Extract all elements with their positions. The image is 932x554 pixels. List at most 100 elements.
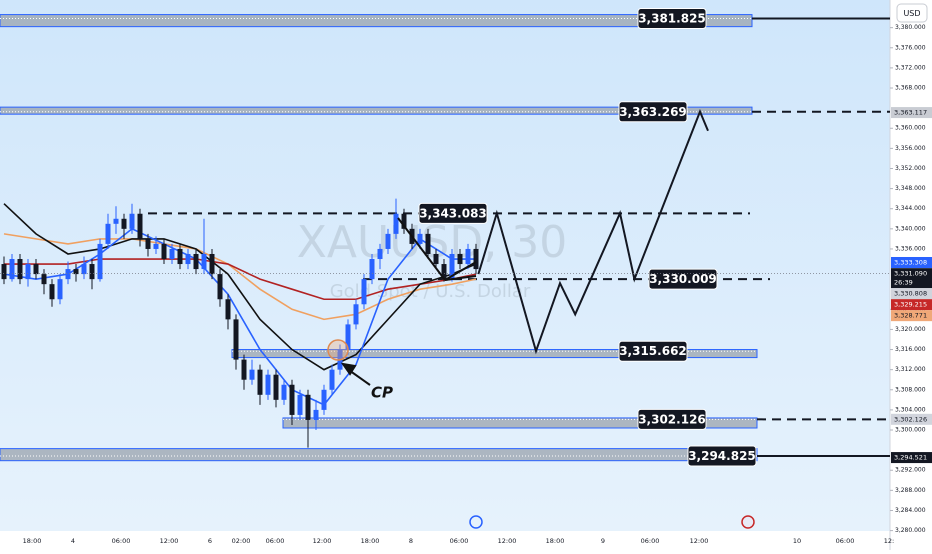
time-axis-icons <box>469 515 755 529</box>
candle-body <box>449 253 455 280</box>
zone <box>282 417 758 429</box>
candle-body <box>281 384 287 400</box>
price-label-box <box>891 288 932 300</box>
price-label-box <box>891 452 932 464</box>
zone <box>0 448 758 462</box>
chart-layer: 3,381.825 3,363.269 3,343.083 3,330.009 3,31… <box>0 7 890 467</box>
candle-body <box>145 238 151 249</box>
candle-body <box>65 269 71 280</box>
x-tick-label: 18:00 <box>546 537 565 545</box>
y-tick-label: 3,320.000 <box>895 326 926 333</box>
wedge-line <box>397 217 446 281</box>
level-label: 3,294.825 <box>688 449 756 463</box>
x-tick-label: 12:00 <box>690 537 709 545</box>
candle-body <box>289 384 295 415</box>
candle-body <box>97 243 103 280</box>
cp-arrowhead <box>340 362 357 376</box>
candle-body <box>417 233 423 244</box>
candle-body <box>17 259 23 280</box>
y-tick-label: 3,376.000 <box>895 44 926 51</box>
candle-body <box>169 248 175 260</box>
x-tick-label: 06:00 <box>266 537 285 545</box>
level-label: 3,381.825 <box>638 11 706 25</box>
candle-body <box>473 248 479 270</box>
level-label: 3,315.662 <box>619 344 687 358</box>
level-label-box <box>418 202 488 224</box>
x-tick-label: 12: <box>884 537 894 545</box>
candle-body <box>161 243 167 260</box>
zone <box>0 106 753 115</box>
candle-body <box>457 253 463 265</box>
candle-body <box>81 264 87 275</box>
y-tick-label: 3,288.000 <box>895 487 926 494</box>
x-tick-label: 10 <box>793 537 801 545</box>
candle-body <box>33 264 39 275</box>
candle-body <box>345 324 351 350</box>
x-tick-label: 8 <box>409 537 413 545</box>
candle-body <box>433 253 439 265</box>
candle-body <box>89 264 95 280</box>
candle-body <box>217 274 223 300</box>
price-label-box <box>891 107 932 119</box>
watermark-description: Gold Spot / U.S. Dollar <box>330 281 531 302</box>
x-tick-label: 18:00 <box>23 537 42 545</box>
x-tick-label: 06:00 <box>836 537 855 545</box>
price-label: 3,294.521 <box>894 454 927 462</box>
candle-body <box>361 279 367 305</box>
x-tick-label: 12:00 <box>313 537 332 545</box>
price-label-box <box>891 310 932 322</box>
y-tick-label: 3,340.000 <box>895 225 926 232</box>
candle-body <box>273 374 279 400</box>
x-tick-label: 6 <box>208 537 212 545</box>
level-label-box <box>687 445 757 467</box>
candle-body <box>41 274 47 285</box>
price-label: 3,329.215 <box>894 301 927 309</box>
candle-body <box>193 253 199 270</box>
price-label-box <box>891 299 932 311</box>
candle-body <box>369 259 375 280</box>
candle-body <box>49 284 55 300</box>
currency-button[interactable] <box>896 3 928 23</box>
level-label: 3,343.083 <box>419 206 487 220</box>
candle-body <box>185 253 191 265</box>
candle-body <box>297 394 303 415</box>
price-label: 3,328.771 <box>894 312 927 320</box>
candle-body <box>425 233 431 254</box>
time-axis-background <box>0 531 890 550</box>
drawings <box>327 217 477 386</box>
level-label: 3,363.269 <box>619 105 687 119</box>
candle-body <box>321 389 327 410</box>
price-label: 3,302.126 <box>894 415 927 423</box>
candle-body <box>313 409 319 420</box>
candle-body <box>265 374 271 395</box>
x-tick-label: 06:00 <box>112 537 131 545</box>
candle-body <box>385 233 391 249</box>
x-tick-label: 12:00 <box>498 537 517 545</box>
x-tick-label: 02:00 <box>232 537 251 545</box>
level-label: 3,302.126 <box>638 412 706 426</box>
y-tick-label: 3,336.000 <box>895 245 926 252</box>
y-tick-label: 3,280.000 <box>895 527 926 534</box>
candle-body <box>441 264 447 280</box>
currency-button-label[interactable]: USD <box>903 9 920 18</box>
x-tick-label: 18:00 <box>361 537 380 545</box>
candle-body <box>153 243 159 249</box>
event-icon[interactable] <box>469 515 483 529</box>
watermark: XAUUSD, 30 Gold Spot / U.S. Dollar <box>297 217 567 302</box>
projection-path <box>477 108 709 355</box>
event-icon[interactable] <box>741 515 755 529</box>
candle-body <box>129 213 135 229</box>
price-label-box <box>891 413 932 425</box>
y-tick-label: 3,300.000 <box>895 427 926 434</box>
candle-body <box>25 264 31 280</box>
y-tick-label: 3,292.000 <box>895 467 926 474</box>
cp-circle <box>327 339 349 361</box>
x-tick-label: 12:00 <box>160 537 179 545</box>
candle-body <box>393 213 399 234</box>
x-tick-label: 06:00 <box>641 537 660 545</box>
candle-body <box>249 369 255 380</box>
zone <box>0 14 753 28</box>
level-label-box <box>618 340 688 362</box>
candle-body <box>177 248 183 265</box>
y-tick-label: 3,316.000 <box>895 346 926 353</box>
